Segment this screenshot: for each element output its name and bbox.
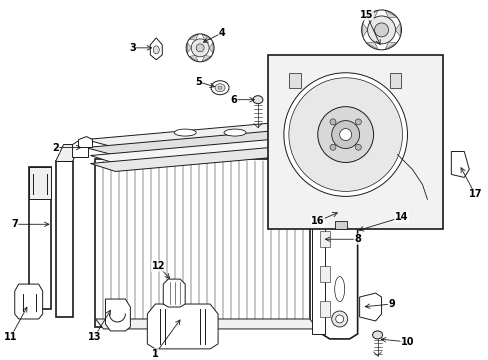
Polygon shape: [450, 152, 468, 177]
Polygon shape: [288, 73, 300, 88]
Text: 4: 4: [218, 28, 225, 38]
Circle shape: [339, 129, 351, 140]
Text: 11: 11: [4, 332, 18, 342]
Polygon shape: [163, 279, 185, 307]
Ellipse shape: [252, 96, 263, 104]
Circle shape: [317, 107, 373, 162]
Text: 9: 9: [387, 299, 394, 309]
Polygon shape: [150, 38, 162, 60]
Polygon shape: [321, 183, 357, 339]
Circle shape: [361, 10, 401, 50]
Ellipse shape: [153, 46, 159, 54]
Polygon shape: [267, 55, 443, 229]
Polygon shape: [334, 221, 346, 229]
Polygon shape: [90, 136, 339, 163]
Polygon shape: [389, 73, 401, 88]
Text: 10: 10: [400, 337, 413, 347]
Polygon shape: [319, 301, 329, 317]
Ellipse shape: [211, 81, 228, 95]
Polygon shape: [311, 177, 324, 334]
Polygon shape: [202, 55, 211, 62]
Text: 13: 13: [87, 332, 101, 342]
Circle shape: [335, 315, 343, 323]
Circle shape: [355, 144, 361, 150]
Text: 12: 12: [151, 261, 164, 271]
Polygon shape: [15, 284, 42, 319]
Circle shape: [355, 119, 361, 125]
Polygon shape: [189, 34, 198, 40]
Polygon shape: [85, 120, 339, 148]
Polygon shape: [187, 42, 191, 53]
Polygon shape: [319, 231, 329, 247]
Text: 6: 6: [230, 95, 237, 105]
Polygon shape: [384, 10, 396, 18]
Circle shape: [196, 44, 203, 52]
Polygon shape: [189, 55, 198, 62]
Circle shape: [331, 311, 347, 327]
Text: 7: 7: [11, 219, 18, 229]
Polygon shape: [79, 136, 92, 148]
Polygon shape: [395, 23, 400, 37]
Polygon shape: [209, 42, 213, 53]
Polygon shape: [56, 144, 81, 162]
Circle shape: [306, 165, 322, 180]
Ellipse shape: [174, 129, 196, 136]
Text: 14: 14: [394, 212, 407, 222]
Circle shape: [288, 78, 402, 192]
Polygon shape: [95, 319, 317, 329]
Ellipse shape: [215, 84, 224, 92]
Text: 16: 16: [310, 216, 324, 226]
Polygon shape: [29, 167, 51, 309]
Polygon shape: [72, 140, 88, 157]
Circle shape: [284, 73, 407, 196]
Polygon shape: [147, 304, 218, 349]
Ellipse shape: [334, 276, 344, 302]
Polygon shape: [202, 34, 211, 40]
Circle shape: [329, 119, 335, 125]
Polygon shape: [105, 299, 130, 331]
Ellipse shape: [224, 129, 245, 136]
Circle shape: [186, 34, 214, 62]
Text: 5: 5: [194, 77, 201, 87]
Text: 8: 8: [353, 234, 360, 244]
Polygon shape: [359, 293, 381, 321]
Polygon shape: [319, 196, 329, 212]
Circle shape: [331, 121, 359, 149]
Ellipse shape: [372, 331, 382, 339]
Polygon shape: [366, 42, 377, 50]
Polygon shape: [366, 10, 377, 18]
Circle shape: [367, 16, 395, 44]
Polygon shape: [56, 162, 72, 317]
Polygon shape: [384, 42, 396, 50]
Text: 17: 17: [468, 189, 481, 199]
Text: 3: 3: [129, 43, 136, 53]
Polygon shape: [95, 159, 309, 327]
Circle shape: [191, 39, 209, 57]
Polygon shape: [90, 144, 339, 171]
Polygon shape: [362, 23, 367, 37]
Polygon shape: [319, 266, 329, 282]
Text: 2: 2: [52, 143, 59, 153]
Text: 15: 15: [359, 10, 373, 20]
Circle shape: [310, 168, 318, 176]
Polygon shape: [29, 167, 51, 199]
Circle shape: [329, 144, 335, 150]
Polygon shape: [85, 127, 339, 156]
Ellipse shape: [218, 86, 222, 89]
Circle shape: [374, 23, 388, 37]
Text: 1: 1: [152, 349, 158, 359]
